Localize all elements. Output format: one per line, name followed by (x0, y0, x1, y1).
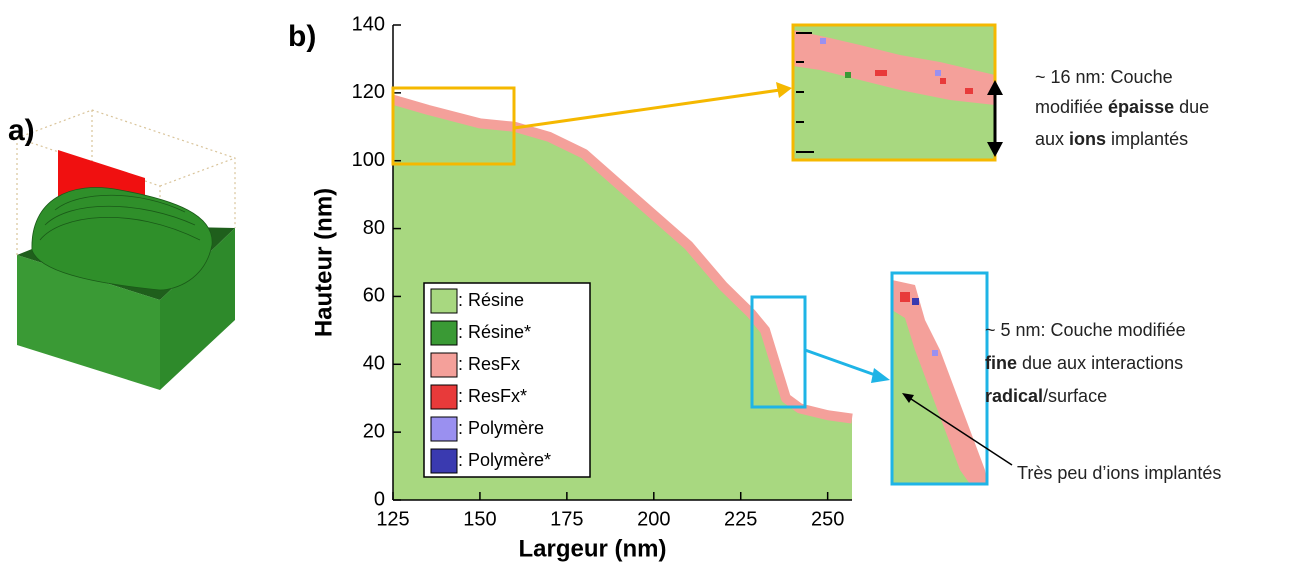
annotation-text: due aux interactions (1017, 353, 1183, 373)
legend-label: : ResFx (458, 354, 520, 374)
annotation-text: aux (1035, 129, 1069, 149)
x-tick-label: 225 (724, 508, 757, 530)
x-tick-label: 150 (463, 508, 496, 530)
y-tick-label: 80 (363, 217, 385, 239)
panel-label: b) (288, 20, 316, 53)
plot: 0 20 40 60 80 100 120 140 125 150 175 200 225 250 Larg… (310, 13, 853, 562)
x-tick-label: 175 (550, 508, 583, 530)
annotation-text: radical (985, 386, 1043, 406)
annotation-text: aux ions implantés (1035, 129, 1188, 149)
modified-layer (391, 94, 853, 424)
annotation-text: fine (985, 353, 1017, 373)
legend-swatch (430, 320, 458, 346)
annotation-text: modifiée (1035, 97, 1108, 117)
legend-label: : Résine* (458, 322, 531, 342)
y-tick-label: 0 (374, 488, 385, 510)
legend-label: : Polymère* (458, 450, 551, 470)
panel-a-illustration (16, 109, 236, 390)
annotation-text: ~ 5 nm: Couche modifiée (985, 320, 1186, 340)
legend-label: : ResFx* (458, 386, 527, 406)
y-tick-label: 60 (363, 285, 385, 307)
y-tick-label: 120 (352, 81, 385, 103)
legend-box (423, 282, 591, 478)
legend-swatch (430, 288, 458, 314)
annotation-text: épaisse (1108, 97, 1174, 117)
x-tick-label: 250 (811, 508, 844, 530)
legend-label: : Polymère (458, 418, 544, 438)
legend-swatch (430, 384, 458, 410)
annotation-text: implantés (1106, 129, 1188, 149)
x-axis-label: Largeur (nm) (518, 535, 666, 562)
y-tick-label: 100 (352, 149, 385, 171)
annotation-text: modifiée épaisse due (1035, 97, 1209, 117)
y-tick-label: 20 (363, 420, 385, 442)
y-axis-label: Hauteur (nm) (310, 188, 337, 337)
legend-label: : Résine (458, 290, 524, 310)
y-tick-label: 40 (363, 353, 385, 375)
y-tick-label: 140 (352, 13, 385, 35)
x-tick-label: 125 (376, 508, 409, 530)
legend-swatch (430, 448, 458, 474)
legend-swatch (430, 352, 458, 378)
annotation-text: radical/surface (985, 386, 1107, 406)
annotation-text: ions (1069, 129, 1106, 149)
x-tick-label: 200 (637, 508, 670, 530)
annotation-text: /surface (1043, 386, 1107, 406)
legend-swatch (430, 416, 458, 442)
annotation-text: Très peu d’ions implantés (1017, 463, 1221, 483)
annotation-text: due (1174, 97, 1209, 117)
panel-label: a) (8, 114, 35, 147)
zoom-annotations (391, 23, 1013, 486)
annotation-text: ~ 16 nm: Couche (1035, 67, 1173, 87)
annotation-text: fine due aux interactions (985, 353, 1183, 373)
